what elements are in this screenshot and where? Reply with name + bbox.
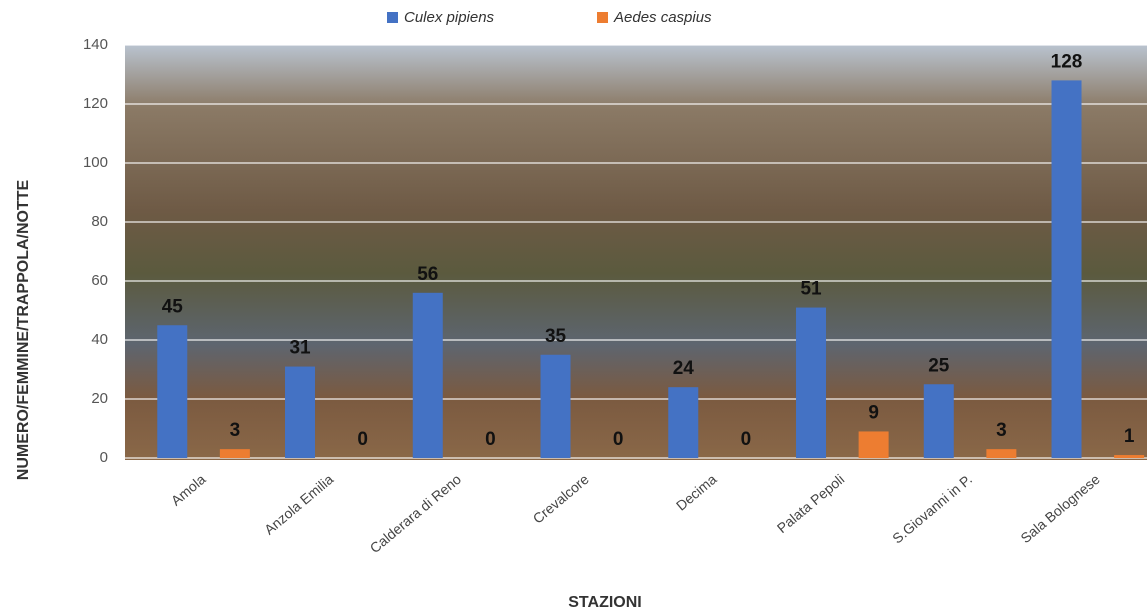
legend-swatch (387, 12, 398, 23)
y-axis-title: NUMERO/FEMMINE/TRAPPOLA/NOTTE (15, 179, 32, 480)
y-tick-label: 40 (91, 331, 108, 348)
value-label: 128 (1051, 51, 1083, 72)
x-tick-label: Palata Pepoli (774, 471, 847, 536)
value-label: 51 (800, 279, 822, 300)
value-label: 0 (741, 429, 752, 450)
plot-background (125, 45, 1147, 460)
value-label: 25 (928, 355, 950, 376)
legend-label: Aedes caspius (613, 9, 712, 26)
bar (986, 449, 1017, 458)
bar (668, 387, 699, 458)
value-label: 0 (357, 429, 368, 450)
value-label: 0 (613, 429, 624, 450)
bar (923, 384, 954, 458)
x-tick-label: Crevalcore (530, 471, 592, 527)
x-tick-label: Sala Bolognese (1017, 471, 1103, 546)
bar (1051, 80, 1082, 459)
value-label: 1 (1124, 426, 1135, 447)
x-axis-title: STAZIONI (568, 594, 641, 611)
y-tick-label: 80 (91, 213, 108, 230)
x-tick-label: Anzola Emilia (261, 471, 336, 538)
y-tick-label: 0 (100, 449, 108, 466)
bar (796, 307, 827, 458)
value-label: 3 (230, 420, 241, 441)
bar (219, 449, 250, 458)
y-tick-label: 20 (91, 390, 108, 407)
value-label: 56 (417, 264, 438, 285)
value-label: 45 (162, 296, 184, 317)
bar (412, 292, 443, 458)
value-label: 3 (996, 420, 1007, 441)
x-tick-label: Calderara di Reno (367, 471, 464, 556)
value-label: 24 (673, 358, 695, 379)
x-tick-label: Amola (168, 471, 209, 509)
bar (1114, 455, 1145, 458)
y-tick-label: 120 (83, 95, 108, 112)
y-tick-label: 100 (83, 154, 108, 171)
x-tick-label: S.Giovanni in P. (889, 471, 975, 547)
bar (858, 431, 889, 458)
bar (157, 325, 188, 458)
y-tick-label: 140 (83, 36, 108, 53)
bar (540, 354, 571, 458)
y-tick-label: 60 (91, 272, 108, 289)
value-label: 9 (868, 402, 879, 423)
value-label: 0 (485, 429, 496, 450)
value-label: 31 (289, 338, 311, 359)
legend-swatch (597, 12, 608, 23)
bar (285, 366, 316, 458)
x-tick-label: Decima (673, 471, 720, 514)
value-label: 35 (545, 326, 567, 347)
legend-label: Culex pipiens (404, 9, 495, 26)
